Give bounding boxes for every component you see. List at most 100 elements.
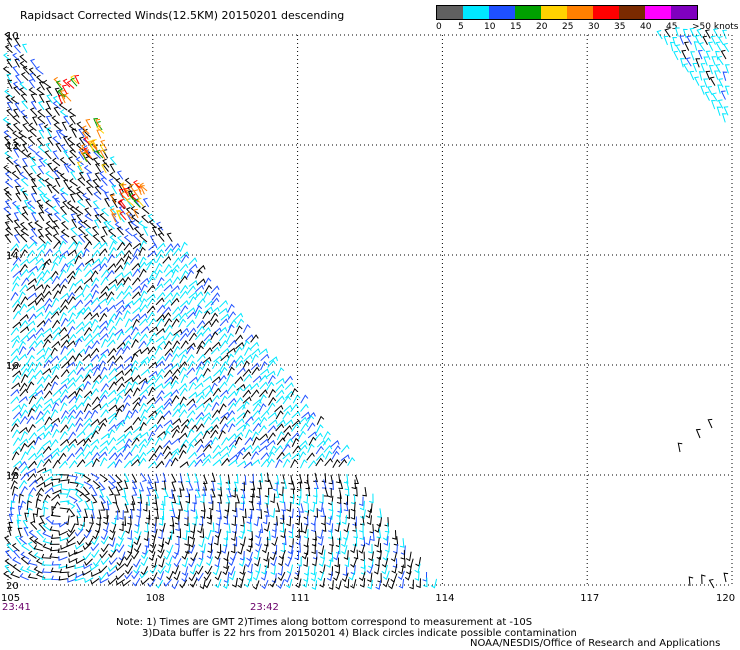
wind-barb (283, 404, 293, 412)
wind-barb (166, 571, 174, 581)
wind-barb (202, 367, 211, 377)
wind-barb (251, 348, 261, 356)
wind-barb (128, 192, 136, 202)
wind-barb (131, 214, 140, 223)
wind-barb (71, 128, 77, 138)
wind-barb (123, 234, 132, 244)
wind-barb (295, 535, 302, 546)
wind-barb (11, 338, 20, 348)
wind-barb (369, 493, 374, 504)
wind-barb (717, 36, 724, 46)
wind-barb (367, 579, 373, 590)
wind-barb (125, 524, 132, 534)
wind-barb (94, 172, 101, 182)
wind-barb (177, 473, 183, 483)
wind-barb (210, 312, 219, 322)
wind-barb (78, 171, 86, 181)
wind-barb (214, 578, 222, 589)
wind-barb (43, 290, 52, 299)
wind-barb (162, 445, 171, 455)
wind-barb (422, 572, 428, 582)
wind-barb (57, 548, 68, 553)
wind-barb (300, 394, 309, 404)
wind-barb (139, 182, 148, 192)
wind-barb (124, 425, 134, 433)
wind-barb (217, 494, 222, 504)
wind-barb (133, 198, 141, 208)
wind-barb (86, 172, 92, 182)
wind-barb (244, 334, 254, 342)
wind-barb (260, 353, 270, 362)
wind-barb (123, 460, 133, 469)
wind-barb (18, 479, 28, 489)
wind-barb (112, 494, 118, 504)
wind-barb (180, 254, 189, 263)
wind-barb (83, 402, 92, 413)
wind-barb (75, 387, 83, 397)
wind-barb (170, 447, 180, 455)
wind-barb (50, 381, 59, 391)
wind-barb (100, 535, 109, 545)
wind-barb (331, 450, 340, 460)
wind-barb (77, 165, 84, 175)
wind-barb (350, 494, 356, 505)
wind-barb (235, 418, 245, 426)
wind-barb (124, 177, 133, 187)
wind-barb (82, 474, 92, 483)
wind-barb (114, 363, 124, 371)
wind-barb (269, 578, 277, 588)
wind-barb (165, 269, 175, 277)
wind-barb (67, 275, 76, 285)
wind-barb (91, 571, 101, 577)
wind-barb (26, 468, 37, 475)
wind-barb (246, 514, 252, 525)
wind-barb (27, 144, 37, 154)
wind-barb (288, 508, 294, 519)
wind-barb (60, 263, 69, 272)
wind-barb (277, 565, 284, 576)
wind-barb (57, 89, 65, 98)
wind-barb (171, 580, 179, 590)
wind-barb (240, 481, 246, 492)
wind-barb (235, 494, 240, 504)
wind-barb (225, 494, 231, 504)
wind-barb (30, 58, 37, 69)
wind-barb (27, 452, 37, 461)
wind-barb (188, 295, 197, 305)
wind-barb (78, 127, 85, 138)
wind-barb (336, 530, 342, 541)
wind-barb (308, 436, 317, 446)
wind-barb (15, 205, 22, 215)
wind-barb (52, 249, 62, 257)
wind-barb (180, 424, 189, 434)
legend-labels: 0 5 10 15 20 25 30 35 40 45 >50 knots (436, 20, 740, 32)
wind-barb (323, 444, 333, 453)
wind-barb (227, 566, 236, 576)
wind-barb (677, 442, 683, 453)
wind-barb (130, 495, 136, 505)
wind-barb (116, 557, 125, 567)
wind-barb (75, 416, 84, 426)
wind-barb (108, 397, 118, 405)
wind-barb (95, 149, 104, 159)
wind-barb (313, 508, 319, 518)
wind-barb (229, 551, 238, 562)
wind-barb (4, 564, 12, 574)
wind-barb (234, 346, 243, 355)
wind-barb (35, 416, 45, 425)
wind-barb (260, 571, 268, 581)
wind-barb (26, 249, 36, 259)
wind-barb (42, 409, 51, 419)
wind-barb (298, 451, 307, 461)
wind-barb (12, 65, 20, 76)
wind-barb (68, 438, 78, 446)
wind-barb (100, 338, 109, 348)
wind-barb (43, 124, 53, 133)
wind-barb (10, 355, 20, 364)
wind-barb (292, 394, 301, 404)
wind-barb (708, 578, 715, 589)
wind-barb (368, 543, 373, 554)
wind-barb (301, 411, 311, 419)
wind-barb (131, 458, 141, 467)
wind-barb (130, 360, 139, 370)
